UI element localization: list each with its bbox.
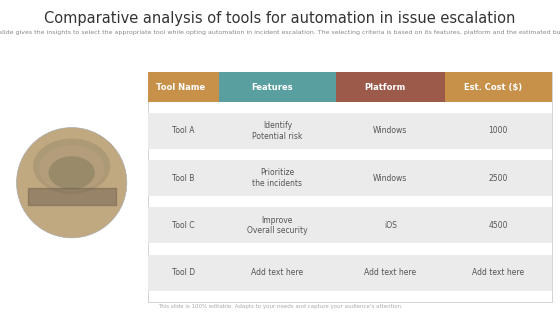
Text: Prioritize
the incidents: Prioritize the incidents (253, 169, 302, 188)
Text: 4500: 4500 (488, 221, 508, 230)
FancyBboxPatch shape (445, 72, 552, 102)
Text: Tool B: Tool B (172, 174, 195, 183)
Text: Add text here: Add text here (364, 268, 417, 277)
FancyBboxPatch shape (219, 72, 336, 102)
Text: Windows: Windows (373, 174, 408, 183)
FancyBboxPatch shape (219, 113, 336, 149)
Text: 2500: 2500 (488, 174, 508, 183)
Ellipse shape (49, 156, 95, 189)
FancyBboxPatch shape (148, 113, 219, 149)
Text: iOS: iOS (384, 221, 396, 230)
Text: Windows: Windows (373, 126, 408, 135)
Ellipse shape (39, 145, 105, 192)
FancyBboxPatch shape (148, 255, 219, 291)
Text: Comparative analysis of tools for automation in issue escalation: Comparative analysis of tools for automa… (44, 11, 516, 26)
FancyBboxPatch shape (219, 160, 336, 196)
Text: 1000: 1000 (488, 126, 508, 135)
FancyBboxPatch shape (219, 255, 336, 291)
Text: Tool Name: Tool Name (156, 83, 205, 92)
Ellipse shape (17, 128, 127, 238)
Ellipse shape (33, 139, 110, 194)
FancyBboxPatch shape (336, 160, 445, 196)
FancyBboxPatch shape (336, 255, 445, 291)
FancyBboxPatch shape (336, 72, 445, 102)
Text: Est. Cost ($): Est. Cost ($) (464, 83, 522, 92)
FancyBboxPatch shape (148, 72, 219, 102)
FancyBboxPatch shape (148, 160, 219, 196)
FancyBboxPatch shape (445, 160, 552, 196)
FancyBboxPatch shape (336, 207, 445, 243)
FancyBboxPatch shape (445, 255, 552, 291)
Text: Add text here: Add text here (251, 268, 304, 277)
FancyBboxPatch shape (148, 207, 219, 243)
FancyBboxPatch shape (445, 113, 552, 149)
Text: Tool A: Tool A (172, 126, 195, 135)
Text: Tool C: Tool C (172, 221, 195, 230)
Text: Identify
Potential risk: Identify Potential risk (252, 121, 302, 140)
FancyBboxPatch shape (219, 207, 336, 243)
Text: Improve
Overall security: Improve Overall security (247, 216, 308, 235)
Text: Tool D: Tool D (172, 268, 195, 277)
FancyBboxPatch shape (336, 113, 445, 149)
Text: This slide is 100% editable. Adapts to your needs and capture your audience's at: This slide is 100% editable. Adapts to y… (157, 304, 403, 309)
FancyBboxPatch shape (148, 72, 552, 302)
Text: Add text here: Add text here (472, 268, 524, 277)
Text: Features: Features (251, 83, 292, 92)
Text: This slide gives the insights to select the appropriate tool while opting automa: This slide gives the insights to select … (0, 30, 560, 35)
Text: Platform: Platform (364, 83, 405, 92)
FancyBboxPatch shape (445, 207, 552, 243)
